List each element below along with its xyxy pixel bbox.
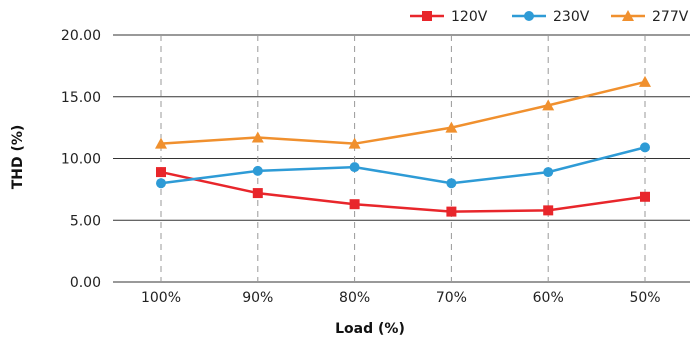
legend-marker-230v — [524, 11, 534, 21]
data-point-230v — [543, 167, 553, 177]
data-point-230v — [253, 166, 263, 176]
x-tick-label: 70% — [436, 290, 467, 306]
y-tick-label: 15.00 — [61, 90, 101, 106]
data-point-230v — [350, 162, 360, 172]
y-tick-label: 10.00 — [61, 152, 101, 168]
x-tick-label: 90% — [242, 290, 273, 306]
x-tick-label: 60% — [533, 290, 564, 306]
data-point-120v — [350, 199, 360, 209]
x-tick-label: 50% — [629, 290, 660, 306]
data-point-120v — [253, 188, 263, 198]
data-point-277v — [639, 76, 651, 87]
data-point-120v — [446, 207, 456, 217]
data-point-120v — [543, 205, 553, 215]
y-axis-title: THD (%) — [10, 125, 26, 190]
data-point-230v — [640, 142, 650, 152]
series-line-277v — [161, 82, 645, 144]
legend-label-230v: 230V — [553, 9, 590, 25]
x-tick-label: 80% — [339, 290, 370, 306]
y-tick-label: 20.00 — [61, 28, 101, 44]
legend-marker-120v — [422, 11, 432, 21]
legend-label-277v: 277V — [652, 9, 689, 25]
data-point-230v — [156, 178, 166, 188]
x-axis-title: Load (%) — [335, 321, 405, 337]
x-tick-label: 100% — [141, 290, 181, 306]
legend-label-120v: 120V — [451, 9, 488, 25]
y-tick-label: 5.00 — [70, 213, 101, 229]
legend: 120V 230V 277V — [410, 9, 689, 25]
data-point-230v — [446, 178, 456, 188]
data-point-120v — [640, 192, 650, 202]
data-point-120v — [156, 167, 166, 177]
y-tick-label: 0.00 — [70, 275, 101, 291]
series-line-120v — [161, 172, 645, 212]
series-line-230v — [161, 147, 645, 183]
